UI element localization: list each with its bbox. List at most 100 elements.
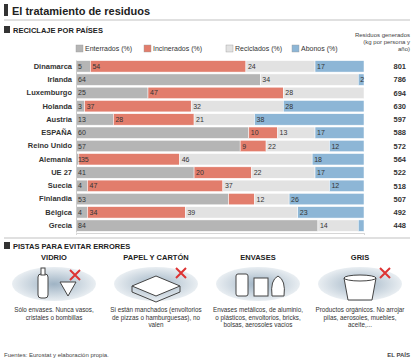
data-label: 39 (187, 209, 195, 216)
data-label: 17 (317, 169, 325, 176)
icon-cross (70, 270, 80, 280)
data-label: 28 (115, 116, 123, 123)
y-tick: UE 27 (51, 168, 76, 177)
title-rule (4, 20, 410, 21)
legend-label: Enterrados (%) (85, 45, 132, 53)
data-label: 4 (78, 209, 82, 216)
icon-cross (176, 268, 186, 278)
data-label: 41 (78, 169, 86, 176)
legend-swatch (292, 45, 299, 52)
series (180, 61, 364, 232)
bar-segment (90, 61, 246, 72)
tip-heading: GRIS (310, 253, 410, 262)
tip-icon (114, 267, 198, 302)
bar-segment (283, 100, 364, 111)
y-tick-label: Alemania (39, 155, 73, 164)
data-label: 12 (331, 143, 339, 150)
y-tick-label: Irlanda (47, 75, 72, 84)
legend: Enterrados (%)Incinerados (%)Reciclados … (76, 45, 338, 53)
data-label: 21 (196, 116, 204, 123)
y-axis: DinamarcaIrlandaLuxemburgoHolandaAustria… (27, 61, 77, 233)
y-tick-label: Bélgica (45, 208, 73, 217)
bar-segment (76, 167, 194, 178)
data-label: 60 (78, 129, 86, 136)
series (79, 61, 283, 218)
page-title: El tratamiento de residuos (12, 5, 150, 17)
legend-item: Abonos (%) (292, 45, 338, 53)
chart-title: RECICLAJE POR PAÍSES (13, 26, 103, 35)
data-label: 37 (87, 103, 95, 110)
data-label: 35 (81, 156, 89, 163)
total-value: 786 (393, 75, 406, 84)
bar-segment (79, 154, 180, 165)
bar-segment (85, 100, 192, 111)
bar-segment (255, 114, 364, 125)
y-tick: Suecia (48, 181, 76, 190)
data-label: 47 (150, 89, 158, 96)
bar-segment (278, 127, 315, 138)
icon-shape (132, 286, 180, 302)
y-tick: Irlanda (47, 75, 76, 84)
data-label: 2 (360, 76, 364, 83)
y-tick-label: ESPAÑA (41, 128, 72, 137)
data-label: 9 (242, 143, 246, 150)
title-marker (4, 4, 8, 16)
bar-segment (315, 127, 364, 138)
y-tick: Austria (46, 115, 76, 124)
y-tick: Reino Unido (28, 141, 76, 150)
bar-segment (76, 87, 148, 98)
data-label: 13 (280, 129, 288, 136)
y-axis-line (76, 61, 77, 233)
tip-text: Productos orgánicos. No arrojar pilas, a… (314, 306, 406, 329)
bar-segment (266, 140, 329, 151)
y-tick-label: Austria (46, 115, 73, 124)
data-label: 38 (257, 116, 265, 123)
total-value: 518 (393, 182, 406, 191)
icon-cross (380, 268, 390, 278)
bar-segment (358, 220, 364, 231)
bar-segment (76, 180, 88, 191)
y-tick-label: Luxemburgo (27, 88, 73, 97)
bar-segment (185, 207, 297, 218)
data-labels: 5642531360571414534845447372810935204734… (78, 63, 364, 229)
bar-segment (88, 207, 186, 218)
tip-heading: VIDRIO (4, 253, 104, 262)
bar-segment (260, 74, 358, 85)
y-tick-label: Grecia (49, 221, 73, 230)
data-label: 5 (78, 63, 82, 70)
bar-segment (194, 167, 252, 178)
y-tick: Finlandia (39, 194, 76, 203)
y-tick-label: Holanda (42, 102, 72, 111)
data-label: 17 (317, 129, 325, 136)
series (255, 61, 364, 232)
y-tick: Holanda (42, 102, 76, 111)
data-label: 12 (257, 196, 265, 203)
tip-icon (216, 267, 300, 301)
legend-label: Incinerados (%) (153, 45, 202, 53)
total-value: 507 (393, 195, 406, 204)
y-tick-label: Finlandia (39, 194, 73, 203)
data-label: 17 (317, 63, 325, 70)
totals-header: Residuos generados (kg por persona y año… (350, 32, 410, 53)
bar-segment (76, 207, 88, 218)
icon-shape (60, 282, 76, 296)
bar-segment (76, 140, 240, 151)
bar-segment (240, 140, 266, 151)
bar-segment (329, 140, 364, 151)
data-label: 28 (285, 89, 293, 96)
section-marker (4, 26, 10, 33)
data-label: 20 (196, 169, 204, 176)
tip-heading: PAPEL Y CARTÓN (106, 253, 206, 262)
bar-segment (252, 167, 315, 178)
legend-swatch (76, 45, 83, 52)
data-label: 25 (78, 89, 86, 96)
totals: 801786694630597588572564522518507492448 (393, 62, 406, 230)
icon-shape (132, 276, 180, 296)
bar-segment (312, 154, 364, 165)
bar-segment (76, 114, 113, 125)
legend-swatch (144, 45, 151, 52)
total-value: 572 (393, 142, 406, 151)
bar-segment (88, 180, 223, 191)
bar-segment (113, 114, 194, 125)
bar-segment (76, 100, 85, 111)
